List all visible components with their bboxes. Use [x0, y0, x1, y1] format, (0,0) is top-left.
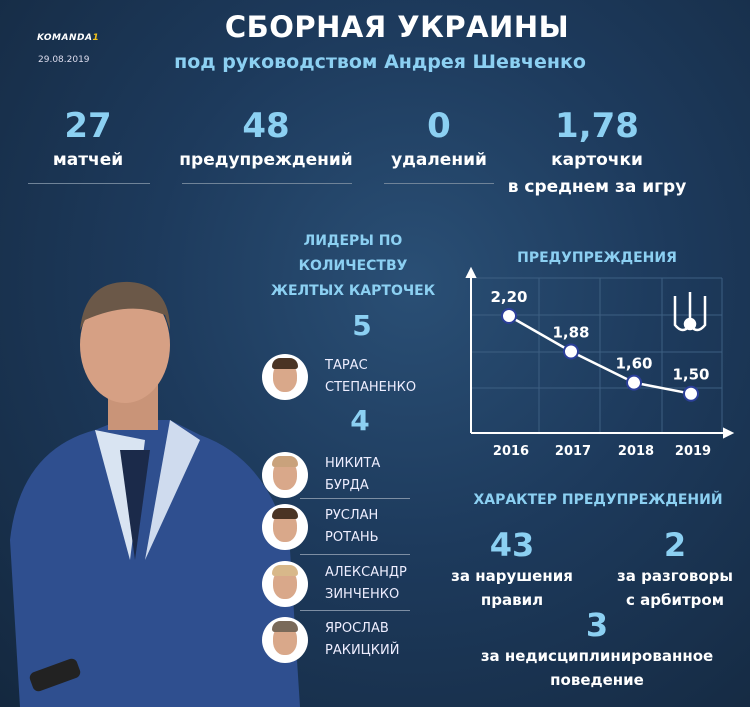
chart-title: ПРЕДУПРЕЖДЕНИЯ	[517, 250, 677, 266]
player-first-name: РУСЛАН	[325, 508, 379, 523]
data-label: 1,88	[552, 324, 589, 342]
stat-average-label2: в среднем за игру	[507, 177, 687, 197]
divider	[182, 183, 352, 184]
komanda-logo: KOMANDA1	[37, 33, 100, 43]
page-title: СБОРНАЯ УКРАИНЫ	[224, 10, 570, 44]
x-tick-label: 2018	[618, 444, 654, 459]
divider	[300, 554, 410, 555]
x-tick-label: 2017	[555, 444, 591, 459]
nature-label: за недисциплинированное	[480, 647, 714, 665]
data-point	[501, 308, 517, 324]
chart-line	[508, 314, 692, 395]
data-point	[683, 385, 699, 402]
data-point	[626, 374, 642, 391]
leaders-count-4: 4	[350, 404, 370, 437]
divider	[300, 610, 410, 611]
player-photo	[262, 354, 308, 400]
page-subtitle: под руководством Андрея Шевченко	[174, 51, 586, 73]
stat-average-label: карточки	[551, 150, 643, 170]
player-first-name: ЯРОСЛАВ	[325, 621, 389, 636]
leaders-title-2: КОЛИЧЕСТВУ	[298, 258, 408, 274]
stat-warnings-label: предупреждений	[179, 150, 353, 170]
leaders-title-1: ЛИДЕРЫ ПО	[303, 233, 403, 249]
stat-redcards-value: 0	[427, 106, 451, 146]
player-first-name: АЛЕКСАНДР	[325, 565, 407, 580]
divider	[300, 498, 410, 499]
nature-label: правил	[480, 591, 544, 609]
data-label: 1,50	[672, 366, 709, 384]
nature-label: с арбитром	[626, 591, 724, 609]
divider	[384, 183, 494, 184]
stat-redcards-label: удалений	[391, 150, 487, 170]
data-label: 2,20	[490, 288, 527, 306]
player-last-name: РОТАНЬ	[325, 530, 379, 545]
nature-value-43: 43	[489, 526, 535, 564]
stat-matches-value: 27	[64, 106, 112, 146]
player-last-name: СТЕПАНЕНКО	[325, 380, 417, 395]
nature-label: за разговоры	[617, 567, 733, 585]
nature-value-2: 2	[663, 526, 687, 564]
stat-average-value: 1,78	[555, 106, 639, 146]
player-last-name: БУРДА	[325, 478, 369, 493]
date: 29.08.2019	[38, 55, 90, 65]
stat-matches-label: матчей	[52, 150, 124, 170]
stat-warnings-value: 48	[242, 106, 290, 146]
player-photo	[262, 561, 308, 607]
nature-title: ХАРАКТЕР ПРЕДУПРЕЖДЕНИЙ	[473, 492, 723, 508]
data-point	[563, 343, 579, 360]
leaders-title-3: ЖЕЛТЫХ КАРТОЧЕК	[270, 283, 436, 299]
player-first-name: НИКИТА	[325, 456, 381, 471]
player-last-name: ЗИНЧЕНКО	[325, 587, 400, 602]
player-first-name: ТАРАС	[325, 358, 368, 373]
divider	[28, 183, 150, 184]
player-photo	[262, 452, 308, 498]
player-photo	[262, 504, 308, 550]
nature-label: за нарушения	[451, 567, 573, 585]
trident-icon	[673, 292, 707, 332]
x-tick-label: 2019	[675, 444, 711, 459]
chart-axes	[465, 266, 735, 439]
nature-label: поведение	[550, 671, 644, 689]
leaders-count-5: 5	[352, 309, 372, 342]
nature-value-3: 3	[585, 606, 609, 644]
data-label: 1,60	[615, 355, 652, 373]
coach-photo	[10, 281, 300, 707]
x-tick-label: 2016	[493, 444, 529, 459]
player-last-name: РАКИЦКИЙ	[325, 643, 400, 658]
player-photo	[262, 617, 308, 663]
